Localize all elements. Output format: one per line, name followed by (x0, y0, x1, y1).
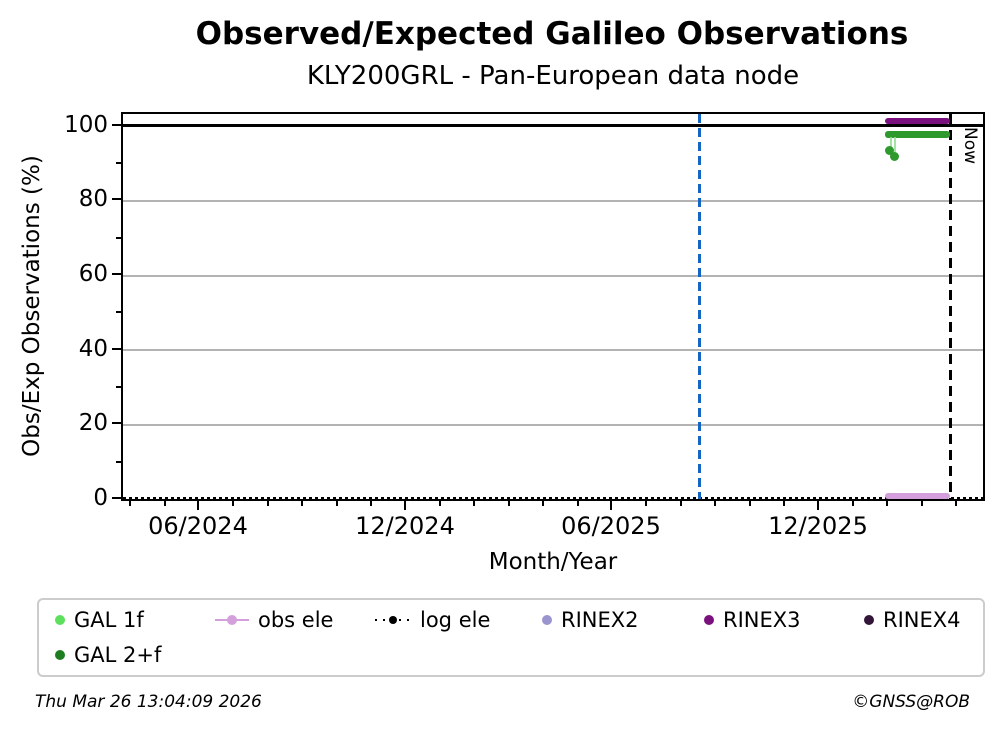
event-vline-dashed-blue (698, 114, 701, 499)
axis-tick-mark (112, 123, 121, 126)
axis-tick-mark (370, 501, 372, 506)
axis-tick-mark (116, 161, 121, 164)
axis-tick-mark (645, 501, 647, 506)
axis-tick-mark (336, 501, 338, 506)
legend-item-rinex2: RINEX2 (542, 606, 639, 634)
log-ele-dotted-line (123, 497, 983, 500)
gridline-40 (123, 349, 983, 351)
axis-tick-mark (116, 311, 121, 313)
gridline-80 (123, 200, 983, 202)
legend-label: GAL 2+f (74, 643, 162, 667)
y-tick-label-40: 40 (78, 336, 108, 362)
axis-tick-mark (112, 198, 121, 200)
y-axis-label: Obs/Exp Observations (%) (19, 155, 45, 457)
obs-ele-dot (227, 615, 237, 625)
rinex3-data-line (885, 118, 950, 124)
gal1f-marker-icon (55, 615, 65, 625)
axis-tick-mark (164, 501, 166, 506)
axis-tick-mark (508, 501, 510, 506)
axis-tick-mark (112, 422, 121, 424)
axis-tick-mark (852, 501, 854, 506)
y-tick-label-20: 20 (78, 410, 108, 436)
legend-label: RINEX4 (883, 608, 961, 632)
legend-item-log-ele: log ele (375, 606, 490, 634)
now-vline-dashed (949, 114, 952, 499)
axis-tick-mark (886, 501, 888, 506)
gal2f-marker-icon (55, 650, 65, 660)
x-tick-label-12-2025: 12/2025 (768, 512, 868, 540)
gal2f-dip-point (890, 152, 899, 161)
obs-ele-data-line (885, 493, 950, 499)
legend-item-gal2f: GAL 2+f (55, 641, 161, 669)
axis-tick-mark (116, 236, 121, 239)
axis-tick-mark (473, 501, 475, 506)
axis-tick-mark (232, 501, 234, 506)
x-tick-label-06-2024: 06/2024 (148, 512, 248, 540)
chart-title: Observed/Expected Galileo Observations (195, 16, 909, 52)
y-tick-label-80: 80 (78, 186, 108, 212)
legend-item-rinex4: RINEX4 (864, 606, 961, 634)
log-ele-dot (389, 616, 397, 624)
axis-tick-mark (714, 501, 716, 506)
axis-tick-mark (129, 501, 131, 506)
gridline-20 (123, 424, 983, 426)
gal2f-dip-point (885, 146, 894, 155)
y-tick-label-100: 100 (64, 112, 108, 138)
x-tick-label-06-2025: 06/2025 (561, 512, 661, 540)
rinex4-marker-icon (864, 615, 874, 625)
rinex2-marker-icon (542, 615, 552, 625)
now-label: Now (960, 127, 980, 165)
timestamp-text: Thu Mar 26 13:04:09 2026 (35, 692, 262, 712)
y-tick-label-0: 0 (93, 485, 108, 511)
chart-subtitle: KLY200GRL - Pan-European data node (306, 61, 800, 91)
legend-label: RINEX2 (561, 608, 639, 632)
axis-tick-mark (610, 501, 612, 510)
axis-tick-mark (577, 501, 579, 506)
axis-tick-mark (301, 501, 303, 506)
legend-label: RINEX3 (723, 608, 801, 632)
log-ele-marker-icon (375, 614, 411, 626)
axis-tick-mark (112, 347, 121, 350)
obs-ele-marker-icon (215, 614, 249, 626)
axis-tick-mark (955, 501, 957, 506)
x-tick-label-12-2024: 12/2024 (355, 512, 455, 540)
hline-100-percent (123, 124, 983, 127)
plot-area: Now (121, 112, 985, 501)
axis-tick-mark (267, 501, 269, 506)
legend-item-rinex3: RINEX3 (704, 606, 801, 634)
axis-tick-mark (116, 386, 121, 388)
y-tick-label-60: 60 (78, 261, 108, 287)
axis-tick-mark (783, 501, 785, 506)
axis-tick-mark (680, 501, 682, 506)
rinex3-marker-icon (704, 615, 714, 625)
axis-tick-mark (817, 501, 819, 510)
gridline-60 (123, 275, 983, 277)
axis-tick-mark (542, 501, 544, 506)
axis-tick-mark (197, 501, 199, 510)
gal2f-data-line (885, 131, 950, 138)
legend-item-obs-ele: obs ele (215, 606, 333, 634)
axis-tick-mark (112, 273, 121, 275)
legend-label: GAL 1f (74, 608, 144, 632)
axis-tick-mark (921, 501, 923, 506)
legend-label: obs ele (258, 608, 334, 632)
axis-tick-mark (439, 501, 441, 506)
legend-box: GAL 1f obs ele log ele RINEX2 RINEX3 RIN… (37, 598, 985, 677)
legend-item-gal1f: GAL 1f (55, 606, 144, 634)
legend-label: log ele (420, 608, 491, 632)
copyright-text: ©GNSS@ROB (852, 692, 970, 712)
gal2f-dip-trace (890, 137, 892, 151)
axis-tick-mark (749, 501, 751, 506)
axis-tick-mark (116, 460, 121, 463)
gal2f-dip-trace (894, 137, 896, 156)
axis-tick-mark (112, 497, 121, 499)
axis-tick-mark (404, 501, 406, 510)
x-axis-label: Month/Year (488, 549, 618, 575)
